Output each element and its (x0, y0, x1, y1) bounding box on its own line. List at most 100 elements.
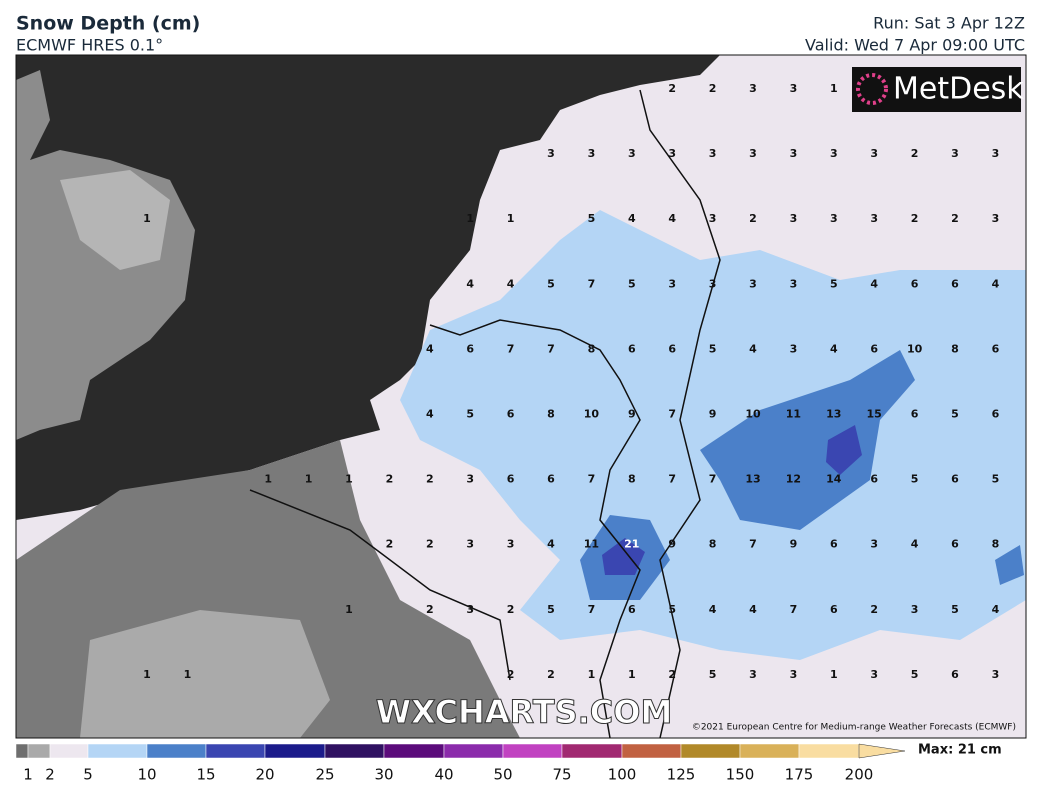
grid-value: 14 (826, 473, 842, 486)
grid-value: 10 (745, 408, 761, 421)
legend-swatch (27, 743, 51, 759)
legend-label: 125 (667, 766, 696, 784)
copyright: ©2021 European Centre for Medium-range W… (692, 723, 1016, 733)
run-time: Run: Sat 3 Apr 12Z (873, 14, 1025, 33)
grid-value: 3 (709, 277, 717, 290)
grid-value: 7 (588, 277, 596, 290)
legend-label: 30 (374, 766, 393, 784)
grid-value: 3 (466, 538, 474, 551)
grid-value: 8 (588, 342, 596, 355)
snow-dark (602, 538, 645, 575)
grid-value: 5 (951, 603, 959, 616)
snow-mid (995, 545, 1024, 585)
grid-value: 11 (584, 538, 599, 551)
border (249, 489, 511, 681)
grid-value: 1 (143, 212, 151, 225)
legend-arrow (858, 743, 906, 759)
legend-swatch (205, 743, 266, 759)
grid-value: 5 (830, 277, 838, 290)
grid-value: 1 (830, 82, 838, 95)
grid-value: 5 (547, 277, 555, 290)
grid-value: 1 (830, 668, 838, 681)
title: Snow Depth (cm) (16, 13, 200, 35)
grid-value: 1 (507, 212, 515, 225)
grid-value: 3 (588, 147, 596, 160)
sea (16, 55, 720, 520)
grid-value: 4 (628, 212, 636, 225)
grid-value: 3 (790, 277, 798, 290)
grid-value: 5 (951, 408, 959, 421)
grid-value: 8 (992, 538, 1000, 551)
grid-value: 6 (951, 538, 959, 551)
grid-value: 13 (745, 473, 760, 486)
grid-value: 5 (466, 408, 474, 421)
grid-value: 3 (790, 147, 798, 160)
legend-swatch (739, 743, 800, 759)
grid-value: 6 (507, 408, 515, 421)
grid-value: 6 (992, 342, 1000, 355)
grid-value: 7 (668, 473, 676, 486)
grid-value: 1 (345, 473, 353, 486)
grid-value: 2 (668, 668, 676, 681)
legend-swatch (621, 743, 682, 759)
grid-value: 21 (624, 538, 639, 551)
subtitle: ECMWF HRES 0.1° (16, 36, 163, 55)
grid-value: 5 (992, 473, 1000, 486)
legend-swatch (264, 743, 326, 759)
grid-value: 6 (547, 473, 555, 486)
grid-value: 2 (386, 538, 394, 551)
grid-value: 5 (628, 277, 636, 290)
grid-value: 5 (911, 668, 919, 681)
grid-value: 3 (507, 538, 515, 551)
grid-value: 3 (830, 147, 838, 160)
grid-value: 3 (466, 603, 474, 616)
grid-value: 3 (992, 212, 1000, 225)
grid-value: 6 (951, 473, 959, 486)
grid-value: 2 (951, 212, 959, 225)
legend-label: 2 (45, 766, 55, 784)
grid-value: 4 (668, 212, 676, 225)
grid-value: 1 (466, 212, 474, 225)
grid-value: 3 (709, 212, 717, 225)
grid-value: 6 (668, 342, 676, 355)
grid-value: 9 (709, 408, 717, 421)
grid-value: 2 (709, 82, 717, 95)
grid-value: 4 (911, 538, 919, 551)
grid-value: 2 (870, 603, 878, 616)
value-grid: 2 2 3 3 13 3 3 3 3 3 3 3 3 2 3 31 1 1 5 4 4 3 2 3 3 3 2 2 34 4 5 7 5 3 3 3 3… (143, 82, 999, 681)
grid-value: 9 (628, 408, 636, 421)
grid-value: 6 (870, 473, 878, 486)
logo-icon (856, 73, 888, 105)
legend-label: 175 (785, 766, 814, 784)
grid-value: 3 (790, 82, 798, 95)
legend-label: 5 (83, 766, 93, 784)
grid-value: 5 (709, 668, 717, 681)
grid-value: 2 (749, 212, 757, 225)
grid-value: 3 (749, 147, 757, 160)
grid-value: 6 (628, 603, 636, 616)
grid-value: 2 (911, 147, 919, 160)
grid-value: 3 (749, 82, 757, 95)
grid-value: 7 (507, 342, 515, 355)
legend-swatch (146, 743, 207, 759)
legend-label: 200 (845, 766, 874, 784)
grid-value: 4 (466, 277, 474, 290)
grid-value: 3 (790, 342, 798, 355)
legend-label: 20 (255, 766, 274, 784)
grid-value: 3 (749, 668, 757, 681)
legend-label: 150 (726, 766, 755, 784)
grid-value: 4 (830, 342, 838, 355)
grid-value: 6 (830, 538, 838, 551)
grid-value: 4 (426, 342, 434, 355)
grid-value: 5 (668, 603, 676, 616)
grid-value: 1 (345, 603, 353, 616)
grid-value: 6 (951, 668, 959, 681)
grid-value: 5 (709, 342, 717, 355)
grid-value: 4 (547, 538, 555, 551)
grid-value: 3 (790, 212, 798, 225)
grid-value: 3 (790, 668, 798, 681)
legend-swatch (324, 743, 385, 759)
grid-value: 3 (749, 277, 757, 290)
